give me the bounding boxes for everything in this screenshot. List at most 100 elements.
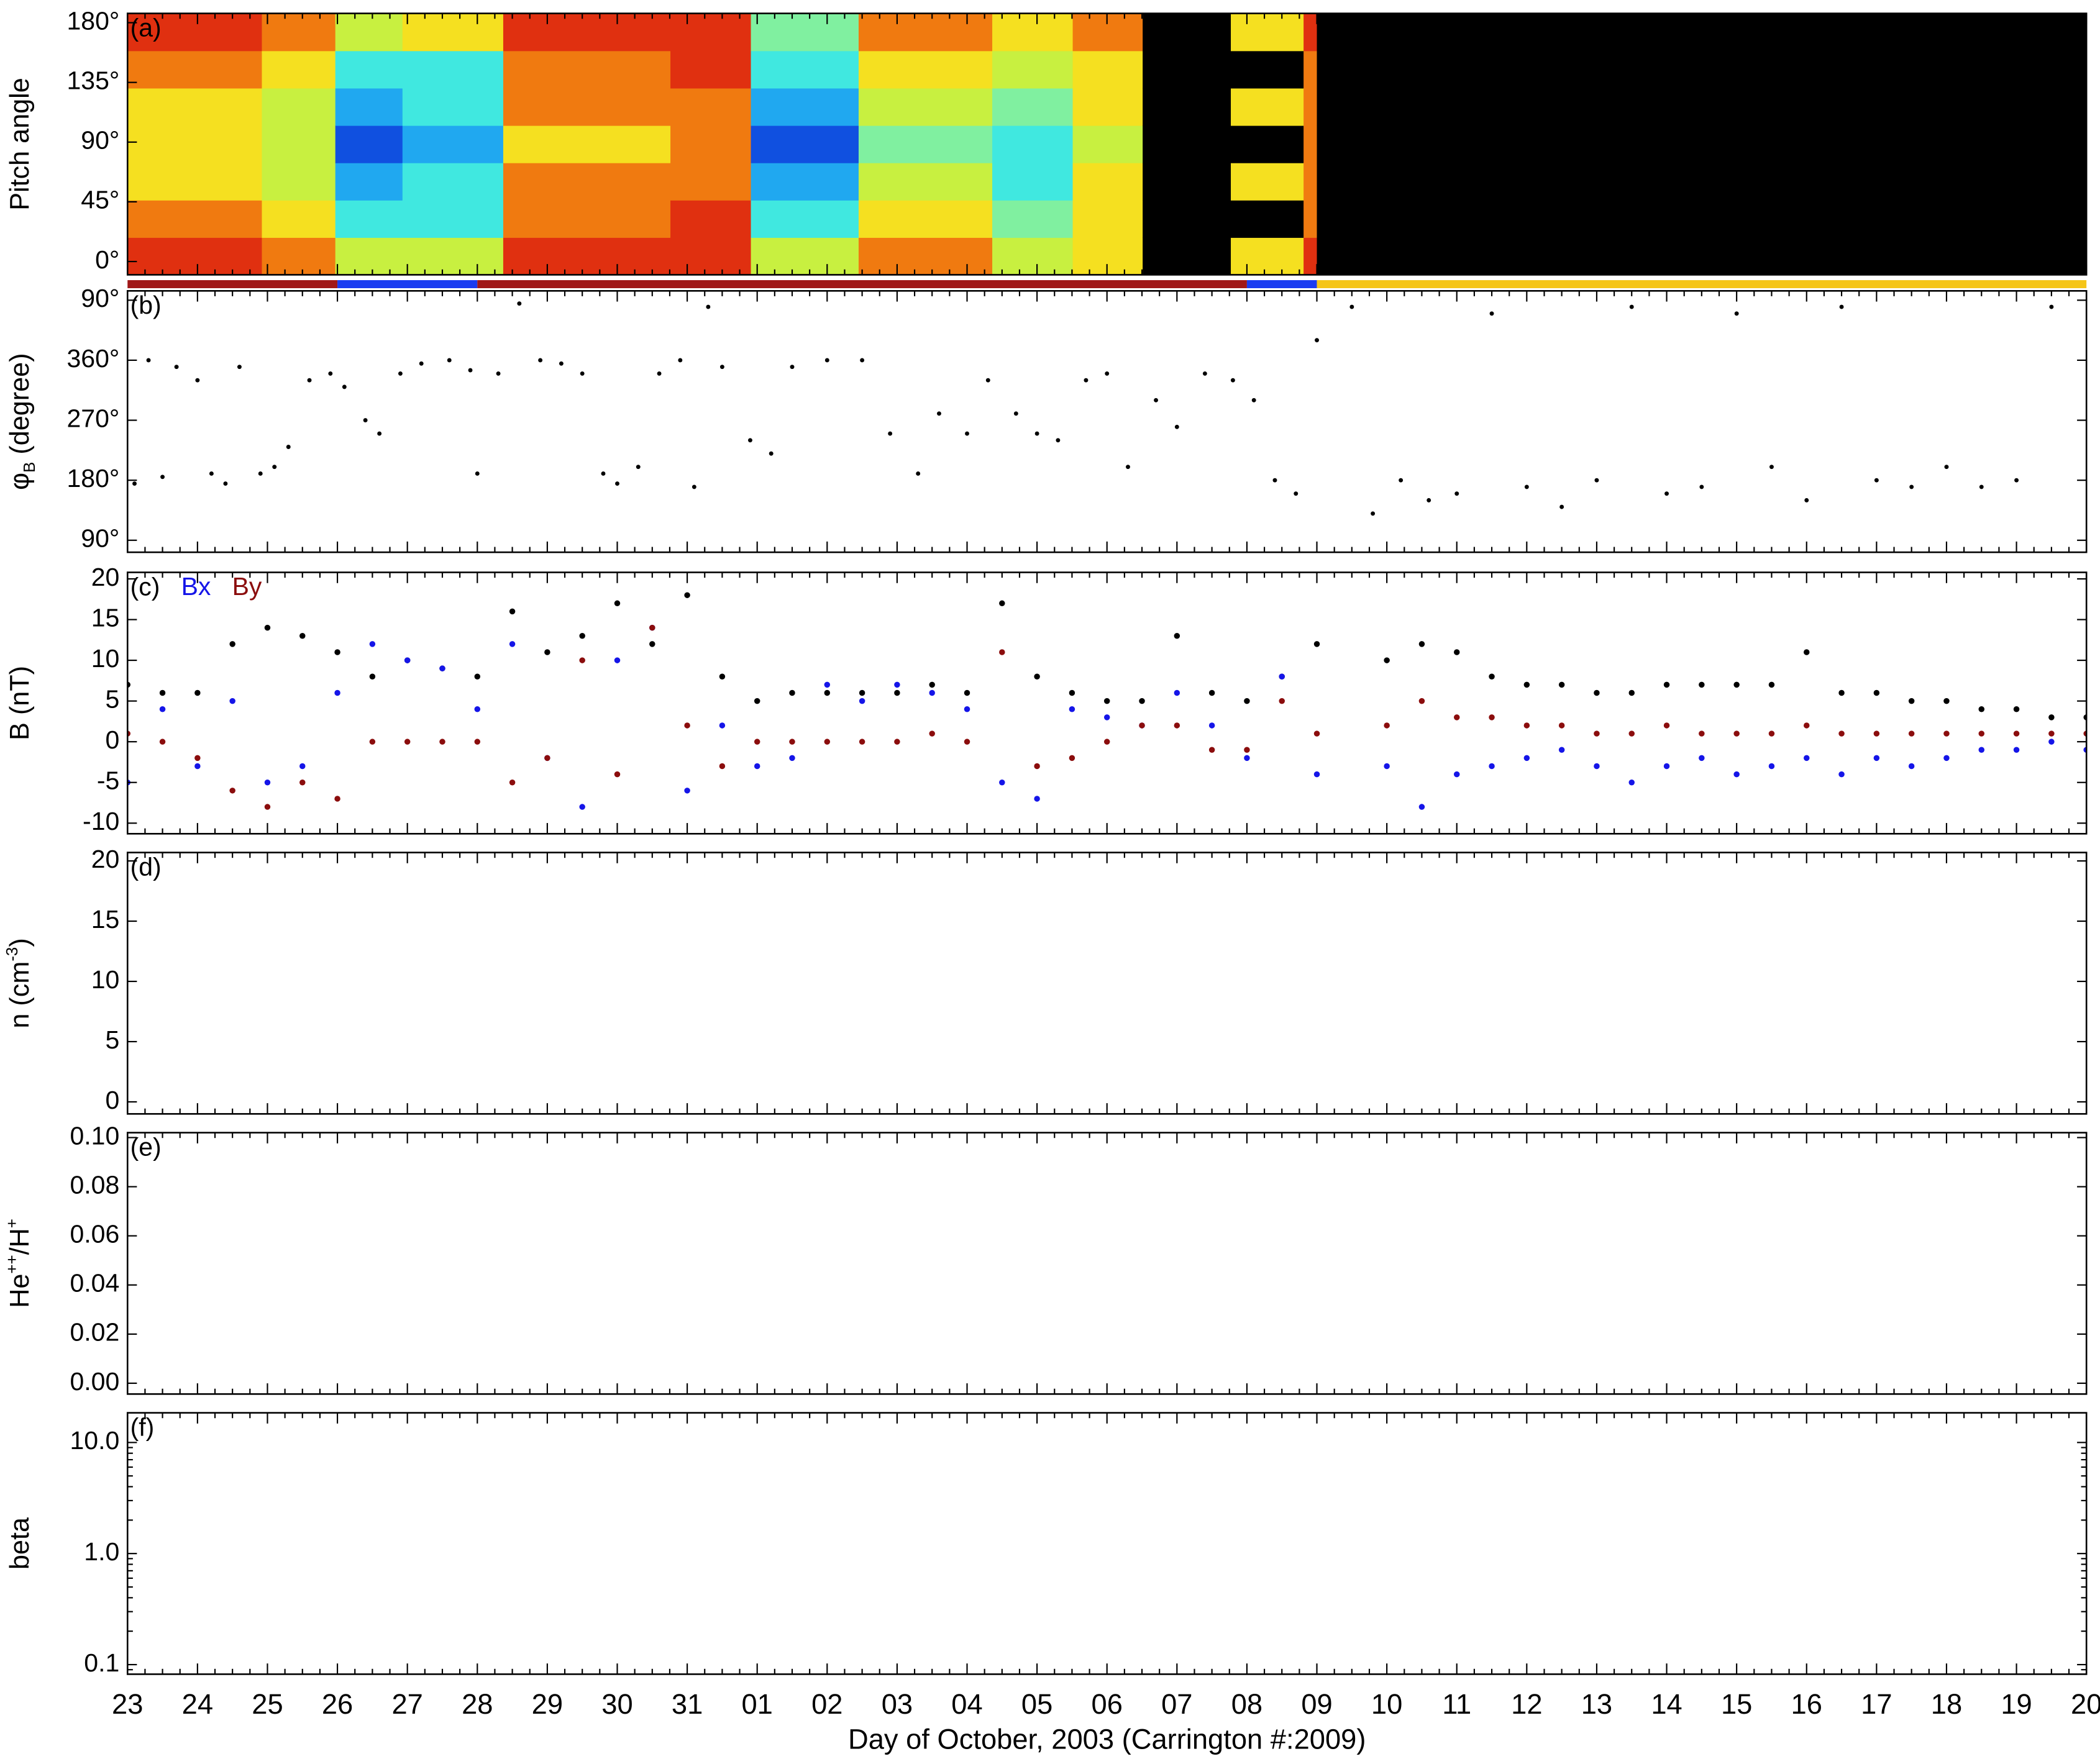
data-point — [2013, 747, 2020, 753]
data-point — [1349, 304, 1354, 309]
data-point — [1034, 431, 1039, 436]
heatmap-cell — [1072, 13, 1143, 52]
heatmap-cell — [858, 13, 993, 52]
data-point — [1154, 398, 1158, 402]
data-point — [286, 445, 291, 449]
data-point — [614, 600, 621, 607]
data-point — [1663, 722, 1670, 729]
heatmap-cell — [1143, 237, 1231, 275]
data-point — [1908, 698, 1915, 704]
panel-label-text: (c) — [130, 572, 160, 601]
y-tick-label: 0.04 — [70, 1269, 119, 1298]
data-point — [719, 722, 726, 729]
polarity-segment — [127, 280, 338, 288]
data-point — [999, 649, 1005, 655]
data-point — [1663, 681, 1670, 688]
heatmap-cell — [1317, 13, 2087, 52]
x-tick-label: 05 — [1021, 1688, 1052, 1720]
data-point — [1943, 730, 1950, 737]
data-point — [649, 641, 655, 647]
data-point — [999, 779, 1005, 786]
y-tick-label: 0.10 — [70, 1121, 119, 1150]
data-point — [1874, 478, 1879, 483]
heatmap-cell — [858, 163, 993, 201]
data-point — [579, 657, 585, 663]
data-point — [334, 689, 340, 696]
data-point — [999, 600, 1005, 607]
data-point — [824, 358, 829, 363]
y-tick-label: 0.06 — [70, 1219, 119, 1248]
data-point — [1594, 689, 1600, 696]
data-point — [299, 763, 306, 770]
data-point — [1313, 641, 1320, 647]
heatmap-cell — [1143, 125, 1231, 163]
data-point — [299, 632, 306, 639]
heatmap-cell — [127, 125, 263, 163]
data-point — [769, 451, 774, 456]
data-point — [237, 365, 242, 370]
data-point — [2013, 706, 2020, 712]
heatmap-cell — [127, 88, 263, 126]
data-point — [1139, 698, 1145, 704]
data-point — [1034, 796, 1040, 802]
y-tick-label: 270° — [66, 404, 119, 432]
data-point — [747, 438, 752, 443]
data-point — [916, 471, 921, 476]
data-point — [1034, 763, 1040, 770]
data-point — [706, 304, 711, 309]
data-point — [229, 788, 235, 794]
data-point — [474, 739, 481, 745]
data-point — [1069, 755, 1075, 762]
data-point — [195, 378, 200, 383]
data-point — [328, 371, 333, 376]
heatmap-cell — [503, 13, 671, 52]
data-point — [1384, 657, 1390, 663]
data-point — [439, 739, 445, 745]
heatmap-cell — [1317, 88, 2087, 126]
data-point — [1034, 673, 1040, 680]
data-point — [369, 641, 376, 647]
data-point — [964, 706, 970, 712]
data-point — [1768, 730, 1775, 737]
heatmap-cell — [858, 125, 993, 163]
data-point — [2014, 478, 2019, 483]
y-tick-label: 0° — [95, 245, 119, 274]
heatmap-cell — [858, 200, 993, 238]
heatmap-cell — [402, 237, 504, 275]
panel-label-text: (e) — [130, 1132, 162, 1161]
data-point — [894, 739, 900, 745]
heatmap-cell — [751, 163, 859, 201]
data-point — [859, 689, 865, 696]
heatmap-cell — [751, 200, 859, 238]
x-tick-label: 15 — [1721, 1688, 1752, 1720]
data-point — [789, 689, 795, 696]
data-point — [1629, 304, 1634, 309]
x-tick-label: 14 — [1651, 1688, 1682, 1720]
heatmap-cell — [1303, 88, 1318, 126]
x-tick-label: 07 — [1161, 1688, 1192, 1720]
data-point — [1272, 478, 1277, 483]
heatmap-cell — [335, 163, 403, 201]
x-tick-label: 26 — [322, 1688, 353, 1720]
data-point — [2048, 739, 2055, 745]
data-point — [615, 481, 619, 486]
x-tick-label: 19 — [2001, 1688, 2032, 1720]
data-point — [229, 698, 235, 704]
data-point — [1313, 730, 1320, 737]
y-axis-label: Pitch angle — [5, 78, 35, 211]
data-point — [1664, 491, 1669, 496]
heatmap-cell — [402, 88, 504, 126]
panel-label: (e) — [130, 1132, 162, 1161]
heatmap-cell — [858, 50, 993, 89]
data-point — [1454, 491, 1459, 496]
data-point — [859, 739, 865, 745]
heatmap-cell — [335, 13, 403, 52]
data-point — [888, 431, 893, 436]
data-point — [614, 771, 621, 778]
data-point — [719, 673, 726, 680]
data-point — [859, 698, 865, 704]
heatmap-cell — [992, 200, 1074, 238]
data-point — [264, 779, 271, 786]
